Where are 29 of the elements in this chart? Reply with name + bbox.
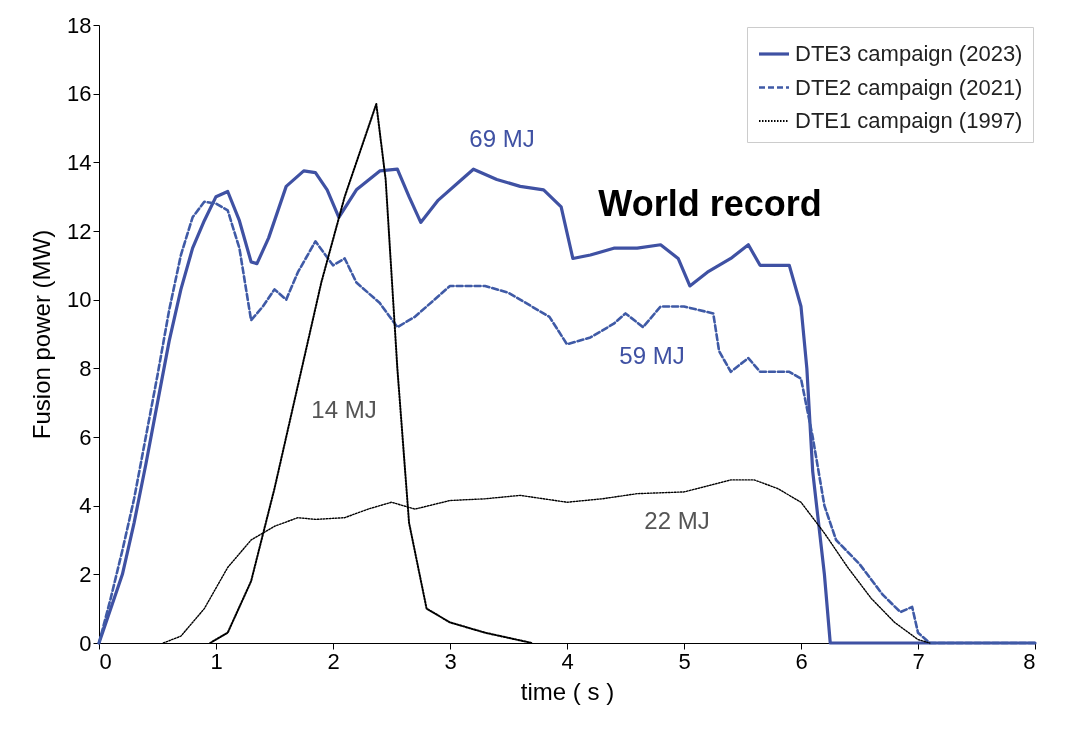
annotation: 59 MJ (619, 342, 685, 369)
y-tick-label: 18 (67, 12, 92, 38)
x-tick-label: 0 (99, 648, 112, 674)
y-tick-label: 10 (67, 287, 92, 313)
x-tick-label: 1 (210, 648, 223, 674)
legend-label: DTE2 campaign (2021) (795, 74, 1023, 100)
x-tick-label: 5 (678, 648, 691, 674)
y-tick-label: 2 (79, 561, 92, 587)
x-tick-label: 4 (561, 648, 574, 674)
legend-label: DTE3 campaign (2023) (795, 41, 1023, 66)
y-tick-label: 14 (67, 149, 92, 175)
x-tick-label: 8 (1023, 648, 1036, 674)
x-tick-label: 3 (444, 648, 457, 674)
y-axis-title: Fusion power (MW) (28, 229, 56, 440)
y-tick-label: 0 (79, 630, 92, 656)
y-tick-label: 6 (79, 424, 92, 450)
y-tick-label: 16 (67, 81, 92, 107)
annotation: 69 MJ (469, 125, 535, 152)
legend-label: DTE1 campaign (1997) (795, 108, 1023, 133)
x-axis-title: time ( s ) (520, 677, 615, 705)
y-tick-label: 4 (79, 493, 92, 519)
y-tick-label: 8 (79, 355, 92, 381)
x-tick-label: 7 (912, 648, 925, 674)
annotation: 14 MJ (311, 396, 377, 423)
annotation: 22 MJ (644, 507, 710, 534)
annotation: World record (598, 183, 822, 224)
y-tick-label: 12 (67, 218, 92, 244)
x-tick-label: 2 (327, 648, 340, 674)
x-tick-label: 6 (795, 648, 808, 674)
